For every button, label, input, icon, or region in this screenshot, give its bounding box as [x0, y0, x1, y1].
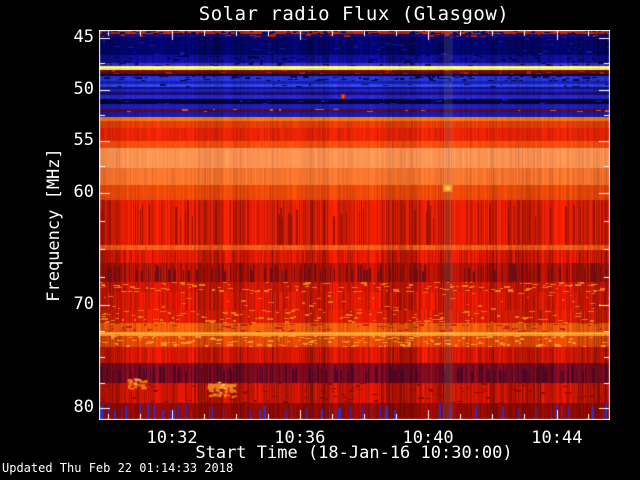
y-tick-label: 50 [73, 78, 94, 99]
y-tick-label: 60 [73, 181, 94, 202]
y-tick-label: 70 [73, 293, 94, 314]
y-tick-label: 80 [73, 396, 94, 417]
y-tick-label: 45 [73, 26, 94, 47]
x-tick-label: 10:36 [274, 428, 326, 448]
x-tick-label: 10:40 [402, 428, 454, 448]
page-title: Solar radio Flux (Glasgow) [198, 3, 510, 25]
x-tick-label: 10:44 [531, 428, 583, 448]
y-tick-label: 55 [73, 129, 94, 150]
x-axis-title: Start Time (18-Jan-16 10:30:00) [195, 443, 513, 463]
y-axis-title: Frequency [MHz] [44, 148, 64, 302]
updated-timestamp: Updated Thu Feb 22 01:14:33 2018 [2, 461, 234, 475]
x-tick-label: 10:32 [146, 428, 198, 448]
spectrogram-plot [99, 30, 610, 420]
